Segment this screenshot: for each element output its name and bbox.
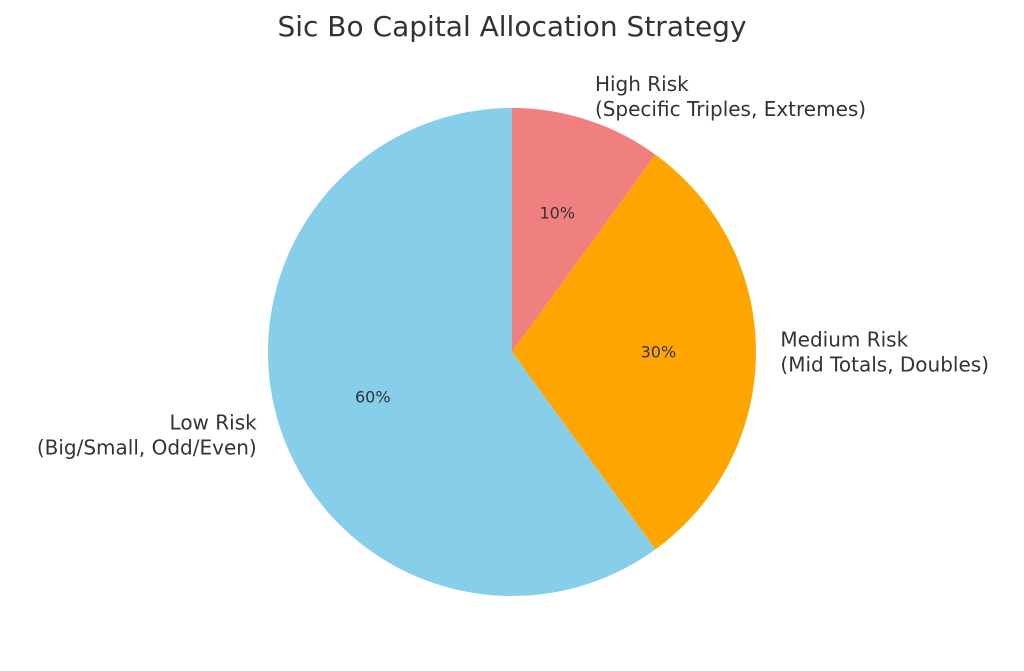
slice-label-line: (Mid Totals, Doubles) (780, 353, 989, 377)
slice-label-1: Medium Risk (Mid Totals, Doubles) (780, 328, 989, 377)
pct-label-2: 60% (355, 388, 391, 407)
pie-slice-1 (512, 154, 757, 550)
slice-label-line: (Specific Triples, Extremes) (595, 97, 866, 121)
pct-label-1: 30% (641, 343, 677, 362)
slice-label-2: Low Risk (Big/Small, Odd/Even) (37, 410, 257, 459)
slice-label-line: (Big/Small, Odd/Even) (37, 435, 257, 459)
chart-title: Sic Bo Capital Allocation Strategy (277, 10, 746, 43)
slice-label-line: Medium Risk (780, 328, 908, 352)
slice-label-line: High Risk (595, 72, 689, 96)
slice-label-0: High Risk (Specific Triples, Extremes) (595, 72, 866, 121)
pie-slices (267, 108, 757, 596)
pie-slice-2 (267, 108, 656, 596)
pct-label-0: 10% (539, 203, 575, 222)
slice-labels: 10% High Risk (Specific Triples, Extremes)… (37, 72, 989, 459)
slice-label-line: Low Risk (170, 410, 258, 434)
pie-slice-0 (512, 108, 656, 352)
